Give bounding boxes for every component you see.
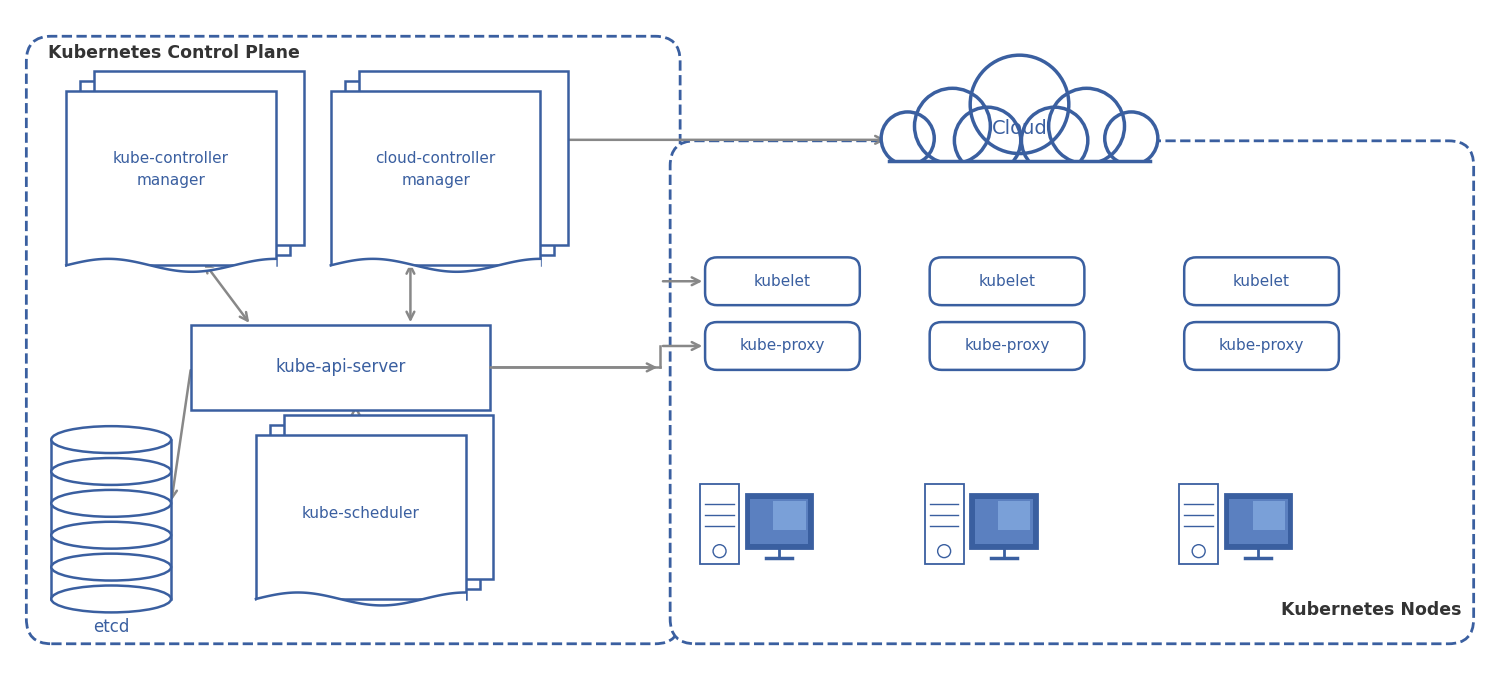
Text: Kubernetes Control Plane: Kubernetes Control Plane xyxy=(48,45,300,62)
FancyBboxPatch shape xyxy=(358,71,568,245)
Circle shape xyxy=(1022,108,1088,173)
Text: Kubernetes Nodes: Kubernetes Nodes xyxy=(1281,601,1461,619)
FancyBboxPatch shape xyxy=(1224,494,1292,549)
Text: kube-api-server: kube-api-server xyxy=(276,358,406,376)
FancyBboxPatch shape xyxy=(1184,322,1340,370)
Text: kube-scheduler: kube-scheduler xyxy=(302,506,420,521)
Circle shape xyxy=(1048,88,1125,164)
Text: kube-proxy: kube-proxy xyxy=(964,338,1050,353)
FancyBboxPatch shape xyxy=(670,141,1473,644)
FancyBboxPatch shape xyxy=(975,499,1034,544)
Text: cloud-controller
manager: cloud-controller manager xyxy=(375,151,495,188)
FancyBboxPatch shape xyxy=(27,36,680,644)
FancyBboxPatch shape xyxy=(66,91,276,265)
FancyBboxPatch shape xyxy=(998,501,1030,530)
FancyBboxPatch shape xyxy=(700,484,740,564)
Circle shape xyxy=(915,88,990,164)
Text: kubelet: kubelet xyxy=(754,274,812,289)
Circle shape xyxy=(880,112,934,165)
FancyBboxPatch shape xyxy=(746,494,813,549)
FancyBboxPatch shape xyxy=(94,71,304,245)
FancyBboxPatch shape xyxy=(284,414,494,579)
Text: kube-proxy: kube-proxy xyxy=(740,338,825,353)
Circle shape xyxy=(1104,112,1158,165)
Ellipse shape xyxy=(51,458,171,485)
Ellipse shape xyxy=(51,586,171,612)
FancyBboxPatch shape xyxy=(190,325,490,410)
FancyBboxPatch shape xyxy=(80,81,290,256)
FancyBboxPatch shape xyxy=(970,494,1038,549)
Text: kube-proxy: kube-proxy xyxy=(1220,338,1304,353)
FancyBboxPatch shape xyxy=(705,258,860,305)
FancyBboxPatch shape xyxy=(1184,258,1340,305)
FancyBboxPatch shape xyxy=(256,434,465,599)
Text: kubelet: kubelet xyxy=(1233,274,1290,289)
FancyBboxPatch shape xyxy=(750,499,808,544)
Circle shape xyxy=(954,108,1020,173)
Text: etcd: etcd xyxy=(93,618,129,636)
FancyBboxPatch shape xyxy=(930,322,1084,370)
Bar xyxy=(852,161,1186,191)
FancyBboxPatch shape xyxy=(332,91,540,265)
Ellipse shape xyxy=(51,426,171,453)
Ellipse shape xyxy=(51,490,171,516)
FancyBboxPatch shape xyxy=(1228,499,1287,544)
Text: kubelet: kubelet xyxy=(978,274,1035,289)
Ellipse shape xyxy=(51,522,171,549)
Circle shape xyxy=(970,55,1070,153)
Bar xyxy=(51,440,171,599)
FancyBboxPatch shape xyxy=(345,81,555,256)
Ellipse shape xyxy=(51,553,171,580)
Text: kube-controller
manager: kube-controller manager xyxy=(112,151,230,188)
FancyBboxPatch shape xyxy=(1179,484,1218,564)
FancyBboxPatch shape xyxy=(924,484,963,564)
FancyBboxPatch shape xyxy=(774,501,806,530)
FancyBboxPatch shape xyxy=(705,322,860,370)
FancyBboxPatch shape xyxy=(270,425,480,589)
Text: Cloud: Cloud xyxy=(992,119,1047,138)
FancyBboxPatch shape xyxy=(930,258,1084,305)
FancyBboxPatch shape xyxy=(1252,501,1284,530)
